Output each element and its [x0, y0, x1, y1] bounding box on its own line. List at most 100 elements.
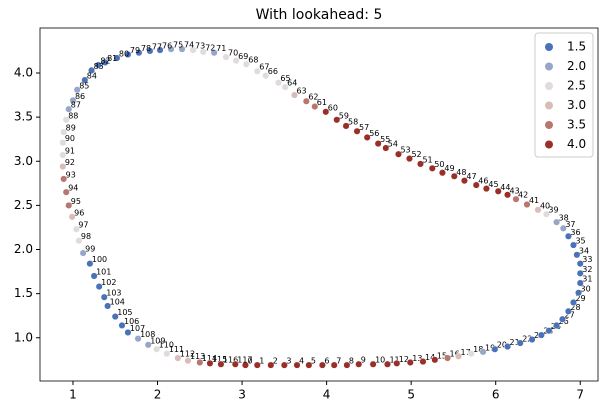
point	[75, 237, 83, 245]
point	[59, 163, 67, 171]
point-label: 60	[328, 103, 338, 112]
point-label: 69	[238, 52, 248, 61]
point-label: 61	[317, 98, 327, 107]
point-label: 42	[518, 191, 528, 200]
point-label: 51	[422, 155, 432, 164]
point-label: 80	[119, 50, 129, 59]
point-label: 72	[205, 43, 215, 52]
legend-marker	[545, 82, 553, 90]
point	[479, 348, 487, 356]
point	[576, 260, 584, 268]
point	[79, 249, 87, 257]
point	[382, 144, 390, 152]
point-label: 41	[529, 196, 539, 205]
point	[73, 86, 81, 94]
point	[343, 361, 351, 369]
point-label: 53	[400, 146, 410, 155]
legend-label: 2.5	[567, 79, 586, 93]
legend-marker	[545, 121, 553, 129]
legend-label: 2.0	[567, 59, 586, 73]
point	[454, 352, 463, 360]
point	[369, 360, 377, 368]
point-label: 113	[190, 352, 205, 361]
point	[101, 58, 109, 66]
point-label: 46	[478, 177, 488, 186]
point-label: 91	[65, 147, 75, 156]
point	[60, 175, 68, 183]
point-label: 64	[287, 79, 297, 88]
point	[545, 327, 553, 335]
point	[406, 358, 414, 367]
point-label: 106	[124, 317, 139, 326]
point-label: 84	[87, 72, 97, 81]
point	[523, 200, 531, 209]
point-label: 101	[96, 267, 111, 276]
y-tick-label: 2.5	[14, 198, 33, 212]
point-label: 83	[94, 62, 104, 71]
point-label: 15	[437, 351, 447, 360]
point-label: 22	[522, 335, 532, 344]
point-label: 16	[450, 350, 460, 359]
y-tick-label: 2.0	[14, 242, 33, 256]
point-label: 28	[570, 303, 580, 312]
point	[100, 293, 108, 301]
point	[494, 187, 502, 195]
point	[428, 164, 436, 172]
point-label: 78	[141, 44, 151, 53]
legend-marker	[545, 62, 553, 71]
point-label: 92	[65, 158, 75, 167]
legend-marker	[545, 43, 553, 51]
point-label: 19	[485, 343, 495, 352]
point	[311, 102, 319, 111]
point	[118, 321, 126, 329]
point-label: 40	[540, 201, 550, 210]
point	[322, 108, 330, 116]
point-label: 71	[216, 44, 226, 53]
point-label: 57	[359, 123, 369, 132]
point-label: 66	[268, 67, 278, 76]
point	[558, 315, 567, 323]
point-label: 79	[130, 46, 140, 55]
x-tick-label: 4	[323, 388, 331, 402]
point	[134, 335, 142, 343]
point-label: 14	[425, 353, 435, 362]
point-label: 86	[75, 92, 85, 101]
point-label: 30	[581, 284, 591, 293]
point-label: 29	[575, 294, 585, 303]
point	[302, 97, 310, 105]
point	[81, 76, 89, 84]
point	[467, 350, 475, 358]
point-label: 110	[159, 341, 174, 350]
point-label: 114	[202, 354, 217, 363]
point	[184, 357, 192, 365]
point	[217, 360, 225, 368]
point-label: 85	[79, 81, 89, 90]
point	[72, 225, 80, 233]
point	[393, 359, 401, 367]
point-label: 43	[510, 186, 520, 195]
point	[274, 79, 282, 87]
point	[576, 269, 584, 277]
point	[290, 91, 299, 99]
point	[262, 72, 270, 80]
point	[450, 172, 458, 180]
point-label: 95	[71, 197, 81, 206]
point-label: 13	[412, 354, 422, 363]
point-label: 38	[559, 214, 569, 223]
point	[113, 54, 121, 62]
point-label: 75	[173, 41, 183, 50]
point-label: 11	[389, 356, 399, 365]
point	[512, 195, 520, 203]
point-label: 117	[237, 356, 252, 365]
point	[62, 188, 70, 196]
point	[206, 359, 214, 367]
point-label: 45	[488, 180, 498, 189]
point-label: 10	[375, 356, 385, 365]
point-label: 58	[348, 117, 358, 126]
point	[146, 47, 154, 55]
y-tick-label: 1.5	[14, 286, 33, 300]
point	[90, 272, 98, 280]
point-label: 116	[223, 356, 238, 365]
point-label: 54	[388, 140, 398, 149]
point	[210, 49, 218, 57]
